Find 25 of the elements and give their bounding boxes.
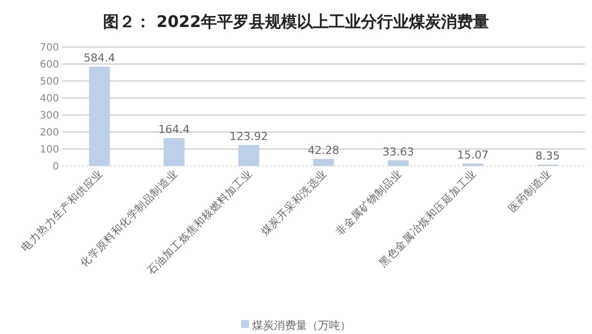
bar [88,66,110,166]
data-label: 584.4 [84,52,116,65]
x-tick-label: 医药制造业 [506,166,554,216]
data-label: 15.07 [457,148,489,162]
bar [462,163,484,166]
y-tick-label: 600 [40,60,59,70]
x-tick-label: 煤炭开采和洗选业 [258,166,330,238]
y-tick-label: 100 [40,144,59,156]
y-tick-label: 200 [40,128,59,138]
data-label: 42.28 [308,144,340,157]
legend-label: 煤炭消费量（万吨） [252,318,351,332]
bar [238,144,260,166]
bar [313,158,334,166]
y-tick-label: 300 [40,110,59,122]
y-tick-label: 0 [52,162,59,172]
data-label: 123.92 [230,130,268,143]
y-tick-label: 700 [40,42,59,54]
y-tick-label: 400 [40,94,59,104]
bar [388,160,409,166]
y-tick-label: 500 [40,76,59,88]
chart-title: 图２： 2022年平罗县规模以上工业分行业煤炭消费量 [102,12,490,31]
data-label: 8.35 [535,150,560,163]
data-label: 164.4 [158,123,190,136]
bar [164,138,185,166]
data-label: 33.63 [382,145,414,158]
